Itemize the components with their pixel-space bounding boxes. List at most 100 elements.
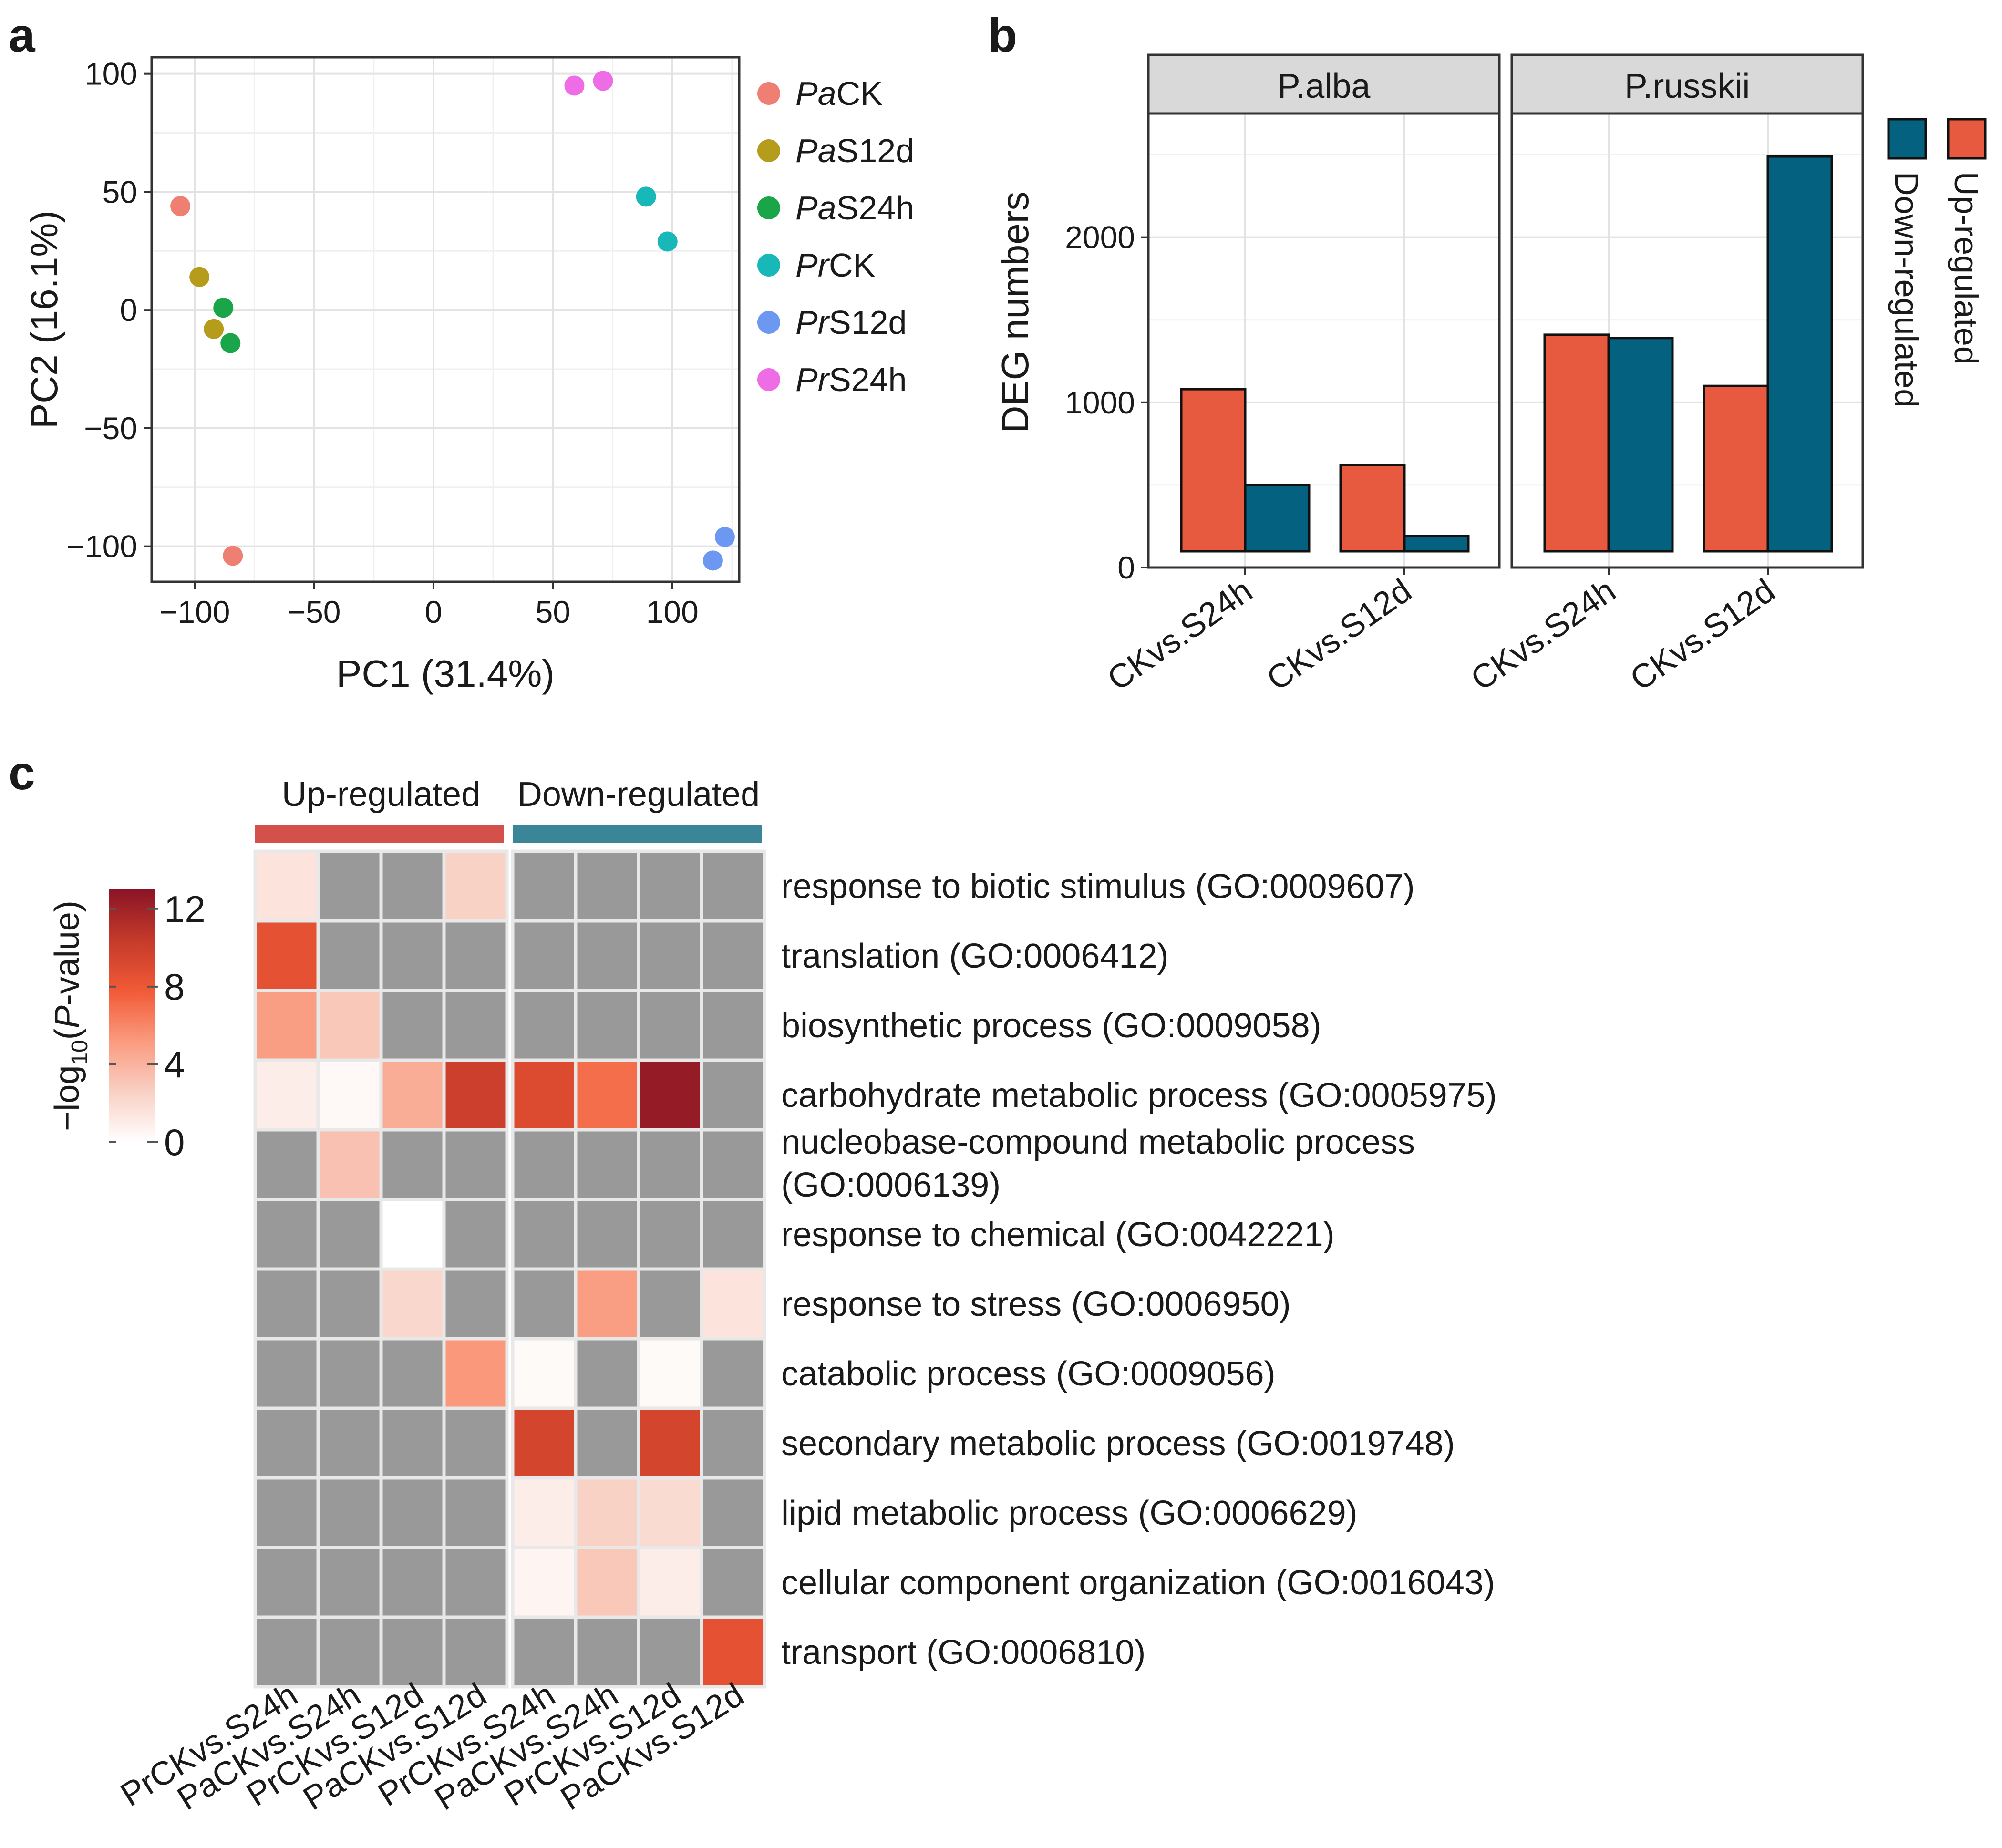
pca-point-PrS24h: [564, 75, 585, 96]
pca-legend-key-PrCK: [757, 254, 780, 277]
pca-legend-key-PrS24h: [757, 368, 780, 391]
heatmap-row-label: transport (GO:0006810): [781, 1633, 1145, 1672]
pca-point-PrCK: [657, 231, 678, 252]
deg-y-axis-label: DEG numbers: [994, 192, 1036, 434]
pca-x-tick-label: 50: [536, 594, 570, 630]
heatmap-cell: [637, 1058, 703, 1132]
heatmap-cell: [379, 849, 446, 923]
heatmap-cell: [442, 1406, 509, 1480]
colorbar-gradient-bar: [109, 889, 155, 1142]
heatmap-cell: [316, 1058, 383, 1132]
heatmap-cell: [700, 1615, 766, 1689]
heatmap-cell: [316, 1267, 383, 1341]
heatmap-cell: [637, 1546, 703, 1619]
heatmap-cell: [511, 1198, 578, 1271]
deg-y-tick-label: 2000: [1065, 220, 1135, 255]
heatmap-cell: [379, 919, 446, 992]
heatmap-cell: [316, 1476, 383, 1549]
heatmap-cell: [637, 1615, 703, 1689]
heatmap-cell: [700, 1267, 766, 1341]
deg-y-tick-label: 1000: [1065, 385, 1135, 420]
heatmap-row-label: biosynthetic process (GO:0009058): [781, 1007, 1321, 1045]
pca-legend-key-PaCK: [757, 82, 780, 105]
heatmap-cell: [379, 1337, 446, 1410]
heatmap-cell: [574, 1615, 640, 1689]
heatmap-cell: [442, 1267, 509, 1341]
pca-y-tick-label: −100: [66, 529, 137, 564]
heatmap-row-label: cellular component organization (GO:0016…: [781, 1564, 1495, 1602]
heatmap-cell: [379, 989, 446, 1062]
deg-facet-0: P.alba CKvs.S24h CKvs.S12d: [1101, 53, 1501, 698]
heatmap-cell: [511, 1406, 578, 1480]
heatmap-cell: [700, 1476, 766, 1549]
heatmap-row-label: nucleobase-compound metabolic process: [781, 1123, 1415, 1161]
heatmap-cell: [442, 1128, 509, 1201]
heatmap-cell: [637, 1128, 703, 1201]
deg-facet-strip: [1147, 53, 1501, 115]
heatmap-cell: [379, 1615, 446, 1689]
pca-axis-ticks: −100 −50 0 50 100 100 50 0 −50 −100: [66, 56, 699, 630]
heatmap-cell: [511, 989, 578, 1062]
deg-facet-1: P.russkii CKvs.S24h CKvs.S12d: [1464, 53, 1864, 698]
heatmap-group-label: Up-regulated: [282, 775, 480, 814]
heatmap-cell: [700, 1406, 766, 1480]
heatmap-cell: [316, 1337, 383, 1410]
heatmap-cell: [574, 849, 640, 923]
pca-point-PaS12d: [204, 319, 224, 339]
deg-facet-border: [1510, 112, 1864, 569]
pca-legend-label-PrCK: PrCK: [795, 247, 875, 284]
heatmap-cell: [316, 1546, 383, 1619]
pca-legend-label-PrS24h: PrS24h: [795, 361, 907, 398]
heatmap-cell: [379, 1406, 446, 1480]
pca-x-tick-label: −100: [159, 594, 230, 630]
heatmap-cell: [511, 849, 578, 923]
deg-bar-down: [1766, 155, 1833, 553]
heatmap-cell: [253, 1406, 320, 1480]
heatmap-cell: [637, 849, 703, 923]
pca-point-PrS12d: [702, 550, 723, 571]
heatmap-row-label: response to chemical (GO:0042221): [781, 1216, 1335, 1254]
deg-bar-down: [1607, 337, 1674, 553]
heatmap-cell: [379, 1198, 446, 1271]
pca-x-tick-label: −50: [288, 594, 341, 630]
heatmap-cell: [253, 1128, 320, 1201]
panel-label-a: a: [9, 9, 36, 62]
heatmap-cell: [379, 1546, 446, 1619]
heatmap-cell: [637, 1267, 703, 1341]
heatmap-cell: [637, 1198, 703, 1271]
deg-facet-title: P.russkii: [1625, 67, 1750, 105]
heatmap-cell: [442, 1337, 509, 1410]
deg-x-tick-label: CKvs.S12d: [1260, 571, 1418, 698]
pca-x-tick-label: 100: [646, 594, 699, 630]
heatmap-cell: [700, 919, 766, 992]
pca-point-PaCK: [170, 196, 191, 217]
deg-bar-up: [1703, 384, 1769, 553]
pca-y-axis-label: PC2 (16.1%): [23, 210, 65, 429]
deg-legend-label-Up-regulated: Up-regulated: [1948, 172, 1985, 365]
heatmap-column-labels: PrCKvs.S24hPaCKvs.S24hPrCKvs.S12dPaCKvs.…: [114, 1676, 750, 1817]
pca-point-PrS12d: [714, 527, 735, 547]
heatmap-cell: [574, 919, 640, 992]
heatmap-cell: [700, 1058, 766, 1132]
heatmap-cell: [442, 1476, 509, 1549]
colorbar-tick-label: 8: [164, 966, 185, 1008]
heatmap-row-label: carbohydrate metabolic process (GO:00059…: [781, 1076, 1497, 1115]
heatmap-cell: [253, 989, 320, 1062]
heatmap-cell: [700, 1128, 766, 1201]
heatmap-cell: [316, 919, 383, 992]
heatmap-cell: [316, 849, 383, 923]
colorbar-tick-label: 0: [164, 1121, 185, 1163]
heatmap-cell: [379, 1267, 446, 1341]
heatmap-cell: [637, 1406, 703, 1480]
heatmap-cell: [253, 1058, 320, 1132]
heatmap-cell: [574, 1267, 640, 1341]
pca-y-tick-label: 0: [120, 292, 137, 328]
heatmap-cell: [253, 1267, 320, 1341]
heatmap-cell: [700, 849, 766, 923]
pca-points: [170, 71, 735, 571]
pca-legend-key-PaS24h: [757, 196, 780, 219]
heatmap-cell: [316, 1406, 383, 1480]
heatmap-cell: [442, 849, 509, 923]
deg-x-tick-label: CKvs.S24h: [1464, 571, 1622, 698]
